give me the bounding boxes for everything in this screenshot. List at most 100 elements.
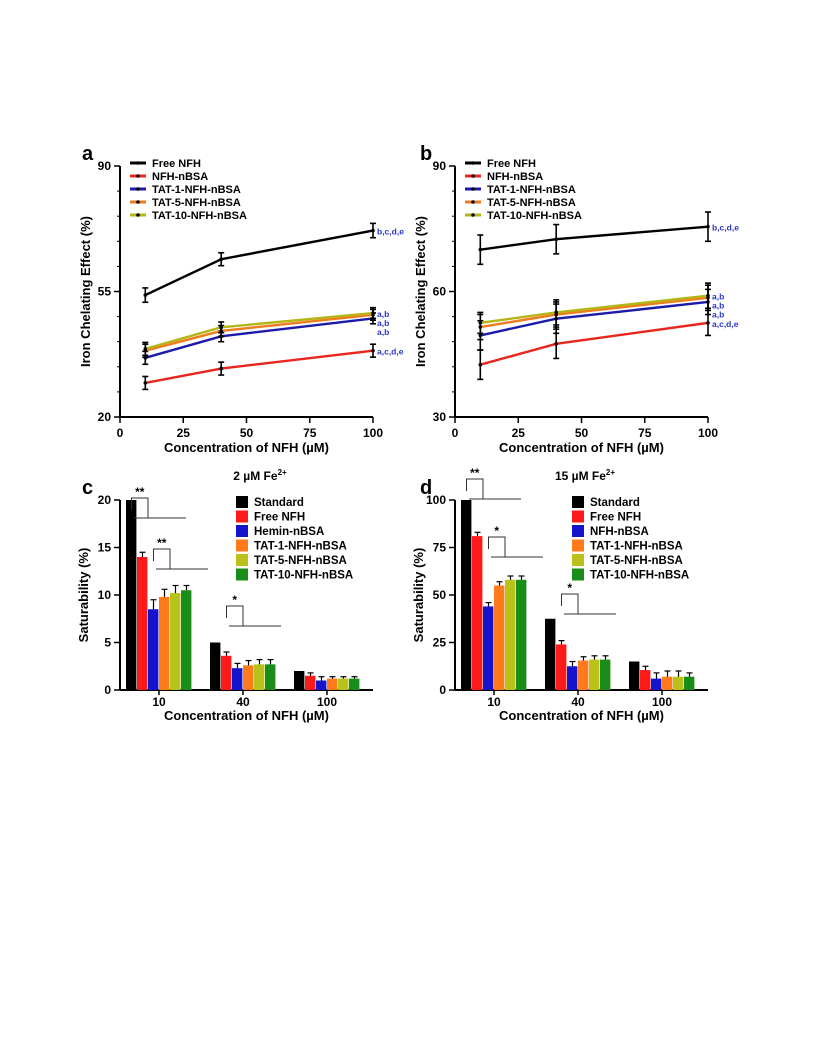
legend-label: TAT-1-NFH-nBSA	[152, 184, 241, 196]
category-label: 10	[487, 695, 501, 709]
bar	[316, 680, 327, 690]
data-point	[554, 341, 558, 346]
significance-label: a,b	[712, 292, 724, 302]
data-point	[143, 347, 148, 351]
legend-label: Standard	[254, 497, 304, 509]
legend-marker	[136, 200, 140, 204]
y-tick-label: 0	[439, 683, 446, 697]
legend-label: TAT-5-NFH-nBSA	[254, 555, 347, 567]
legend-label: TAT-5-NFH-nBSA	[590, 555, 683, 567]
bar	[232, 668, 243, 690]
bar	[349, 678, 360, 690]
x-axis-label: Concentration of NFH (µM)	[499, 440, 664, 455]
x-tick-label: 75	[303, 426, 317, 440]
legend-swatch	[236, 554, 248, 566]
chart-title: 15 µM Fe2+	[555, 468, 615, 483]
significance-bracket	[561, 593, 579, 614]
legend-swatch	[572, 496, 584, 508]
bar	[600, 659, 611, 690]
legend-marker	[471, 174, 475, 178]
significance-label: a,c,d,e	[377, 347, 404, 357]
data-point	[478, 321, 483, 325]
legend-label: TAT-1-NFH-nBSA	[487, 184, 576, 196]
significance-label: a,b	[712, 310, 724, 320]
x-tick-label: 25	[512, 426, 526, 440]
legend-label: Free NFH	[487, 158, 536, 170]
legend-label: Free NFH	[254, 512, 305, 524]
bar	[148, 609, 159, 690]
legend-swatch	[572, 554, 584, 566]
data-point	[706, 293, 710, 298]
legend-swatch	[572, 568, 584, 581]
legend-marker	[136, 161, 140, 165]
legend-marker	[136, 174, 140, 178]
x-tick-label: 50	[575, 426, 589, 440]
legend-swatch	[236, 510, 248, 523]
y-tick-label: 100	[426, 493, 446, 507]
legend-marker	[471, 187, 475, 191]
data-point	[371, 348, 375, 353]
x-tick-label: 0	[452, 426, 459, 440]
legend-label: Standard	[590, 497, 640, 509]
data-point	[371, 311, 375, 315]
bar	[640, 670, 651, 690]
bar	[651, 678, 662, 690]
legend-label: Hemin-nBSA	[254, 526, 324, 538]
series-line-0	[480, 225, 709, 251]
series-line-3	[480, 296, 709, 329]
y-tick-label: 90	[98, 159, 112, 173]
series-line-0	[144, 229, 374, 297]
legend-label: NFH-nBSA	[152, 171, 208, 183]
legend-swatch	[236, 539, 248, 552]
significance-stars: **	[157, 536, 167, 550]
data-point	[478, 362, 483, 367]
significance-stars: **	[135, 485, 145, 499]
data-point	[219, 366, 223, 371]
legend-marker	[471, 161, 475, 165]
legend-marker	[471, 213, 475, 217]
significance-bracket	[131, 497, 149, 518]
legend-label: TAT-10-NFH-nBSA	[254, 570, 353, 582]
y-tick-label: 50	[433, 588, 447, 602]
y-tick-label: 60	[433, 285, 447, 299]
data-point	[554, 237, 558, 242]
y-axis-label: Saturability (%)	[76, 548, 91, 643]
panel-b: b 0 25 50 75 100 30 60 90 Concentration of NFH (µ…	[413, 143, 739, 455]
bar	[338, 678, 349, 690]
bar	[181, 590, 192, 690]
data-point	[706, 321, 710, 325]
bar	[483, 606, 494, 690]
legend-label: Free NFH	[152, 158, 201, 170]
x-tick-label: 100	[363, 426, 383, 440]
y-tick-label: 15	[98, 541, 112, 555]
panel-letter: c	[82, 477, 93, 499]
bar	[578, 660, 589, 690]
legend-label: TAT-10-NFH-nBSA	[590, 570, 689, 582]
y-tick-label: 20	[98, 410, 112, 424]
bar	[305, 675, 316, 690]
significance-bracket	[488, 536, 506, 557]
data-point	[371, 228, 375, 233]
bar	[254, 664, 265, 690]
bar	[170, 593, 181, 690]
y-tick-label: 10	[98, 588, 112, 602]
data-point	[478, 247, 483, 252]
legend-swatch	[572, 510, 584, 523]
y-tick-label: 5	[104, 636, 111, 650]
bar	[662, 676, 673, 690]
significance-label: a,b	[377, 318, 389, 328]
bar	[567, 666, 578, 690]
x-axis-label: Concentration of NFH (µM)	[164, 708, 329, 723]
category-label: 40	[571, 695, 585, 709]
significance-label: b,c,d,e	[712, 223, 739, 233]
bar	[589, 659, 600, 690]
bar	[210, 642, 221, 690]
legend-label: TAT-1-NFH-nBSA	[254, 541, 347, 553]
legend-label: TAT-10-NFH-nBSA	[152, 210, 247, 222]
significance-stars: *	[494, 524, 499, 538]
x-tick-label: 50	[240, 426, 254, 440]
category-label: 10	[152, 695, 166, 709]
series-line-1	[479, 321, 709, 366]
category-label: 100	[652, 695, 672, 709]
